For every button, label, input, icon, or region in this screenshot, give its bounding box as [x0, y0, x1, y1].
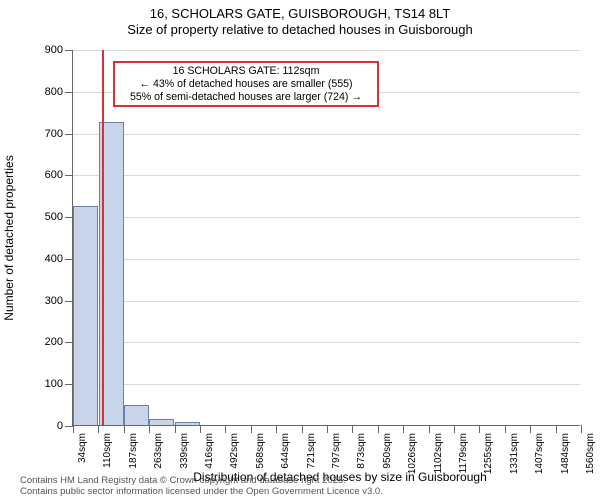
y-tick-label: 900: [45, 44, 63, 56]
x-tick: [200, 425, 201, 433]
x-tick: [124, 425, 125, 433]
y-axis-title: Number of detached properties: [2, 155, 16, 320]
gridline: [73, 217, 580, 218]
x-tick-label: 110sqm: [102, 433, 113, 468]
x-tick-label: 492sqm: [229, 433, 240, 469]
title-line-2: Size of property relative to detached ho…: [0, 22, 600, 38]
x-tick: [581, 425, 582, 433]
x-tick: [454, 425, 455, 433]
x-tick: [175, 425, 176, 433]
y-tick: [65, 342, 73, 343]
y-tick: [65, 259, 73, 260]
histogram-bar: [149, 419, 174, 425]
gridline: [73, 134, 580, 135]
y-tick: [65, 301, 73, 302]
x-tick-label: 1179sqm: [458, 433, 469, 473]
y-tick-label: 600: [45, 169, 63, 181]
histogram-bar: [175, 422, 200, 425]
histogram-bar: [124, 405, 149, 425]
x-tick: [429, 425, 430, 433]
y-tick-label: 0: [57, 420, 63, 432]
y-tick: [65, 217, 73, 218]
x-tick-label: 568sqm: [255, 433, 266, 469]
x-tick-label: 1484sqm: [560, 433, 571, 474]
footer-line-2: Contains public sector information licen…: [20, 487, 383, 498]
y-tick: [65, 134, 73, 135]
gridline: [73, 384, 580, 385]
property-marker-line: [102, 50, 104, 425]
x-tick-label: 263sqm: [153, 433, 164, 469]
annotation-line-1: 16 SCHOLARS GATE: 112sqm: [119, 65, 373, 78]
x-tick: [479, 425, 480, 433]
y-tick: [65, 50, 73, 51]
gridline: [73, 301, 580, 302]
y-tick-label: 700: [45, 128, 63, 140]
chart-container: 16, SCHOLARS GATE, GUISBOROUGH, TS14 8LT…: [0, 0, 600, 500]
x-tick-label: 416sqm: [204, 433, 215, 469]
x-tick-label: 1102sqm: [433, 433, 444, 473]
x-tick-label: 1255sqm: [483, 433, 494, 474]
x-tick-label: 187sqm: [128, 433, 139, 469]
x-tick: [276, 425, 277, 433]
annotation-line-3: 55% of semi-detached houses are larger (…: [119, 91, 373, 104]
x-tick-label: 873sqm: [356, 433, 367, 469]
y-tick: [65, 384, 73, 385]
y-tick-label: 300: [45, 295, 63, 307]
x-tick-label: 644sqm: [280, 433, 291, 469]
title-line-1: 16, SCHOLARS GATE, GUISBOROUGH, TS14 8LT: [0, 6, 600, 22]
y-tick-label: 400: [45, 253, 63, 265]
x-tick-label: 1407sqm: [534, 433, 545, 474]
y-tick: [65, 92, 73, 93]
y-tick: [65, 175, 73, 176]
x-tick-label: 339sqm: [179, 433, 190, 469]
x-tick: [352, 425, 353, 433]
chart-title: 16, SCHOLARS GATE, GUISBOROUGH, TS14 8LT…: [0, 0, 600, 37]
y-tick: [65, 426, 73, 427]
x-tick: [327, 425, 328, 433]
x-tick: [251, 425, 252, 433]
gridline: [73, 50, 580, 51]
x-tick: [505, 425, 506, 433]
x-tick-label: 950sqm: [382, 433, 393, 469]
x-tick: [530, 425, 531, 433]
x-tick: [403, 425, 404, 433]
gridline: [73, 175, 580, 176]
x-tick-label: 721sqm: [306, 433, 317, 469]
footer-attribution: Contains HM Land Registry data © Crown c…: [20, 476, 383, 498]
y-tick-label: 100: [45, 378, 63, 390]
x-tick: [98, 425, 99, 433]
x-tick-label: 1331sqm: [509, 433, 520, 474]
x-tick-label: 1026sqm: [407, 433, 418, 474]
gridline: [73, 342, 580, 343]
x-tick: [73, 425, 74, 433]
annotation-box: 16 SCHOLARS GATE: 112sqm← 43% of detache…: [113, 61, 379, 107]
x-tick: [149, 425, 150, 433]
x-tick: [225, 425, 226, 433]
y-tick-label: 200: [45, 336, 63, 348]
x-tick: [556, 425, 557, 433]
x-tick-label: 1560sqm: [585, 433, 596, 474]
histogram-bar: [73, 206, 98, 425]
x-tick-label: 34sqm: [77, 433, 88, 463]
y-tick-label: 800: [45, 86, 63, 98]
x-tick: [378, 425, 379, 433]
x-tick-label: 797sqm: [331, 433, 342, 469]
gridline: [73, 259, 580, 260]
plot-area: 010020030040050060070080090034sqm110sqm1…: [72, 50, 580, 426]
annotation-line-2: ← 43% of detached houses are smaller (55…: [119, 78, 373, 91]
y-tick-label: 500: [45, 211, 63, 223]
x-tick: [302, 425, 303, 433]
